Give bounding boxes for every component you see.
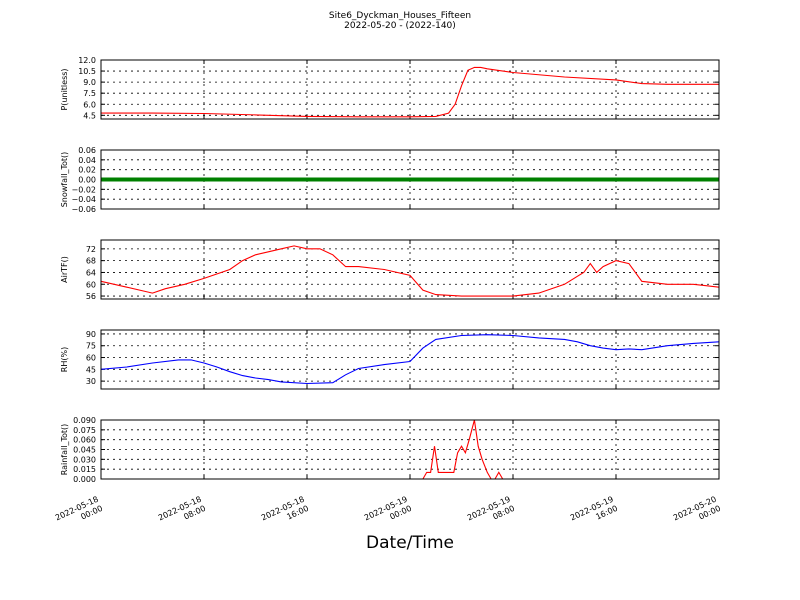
y-tick-label: 0.090 <box>73 416 96 425</box>
y-tick-label: 30 <box>86 377 96 386</box>
y-tick-label: 6.0 <box>83 100 96 109</box>
axes-frame <box>100 239 720 300</box>
y-tick-label: −0.06 <box>71 205 96 214</box>
y-tick-label: 0.06 <box>78 146 96 155</box>
y-axis-label: P(unitless) <box>60 68 69 110</box>
x-tick-label: 2022-05-1908:00 <box>466 495 516 532</box>
y-tick-label: 7.5 <box>83 89 96 98</box>
y-tick-label: 4.5 <box>83 111 96 120</box>
y-axis-label: Rainfall_Tot() <box>60 424 69 476</box>
series-line-0 <box>101 66 719 118</box>
y-tick-label: 0.060 <box>73 436 96 445</box>
y-tick-label: 0.04 <box>78 156 96 165</box>
y-tick-label: 60 <box>86 354 96 363</box>
axes-frame <box>100 329 720 390</box>
y-tick-label: 0.000 <box>73 475 96 484</box>
y-tick-label: 0.030 <box>73 455 96 464</box>
y-tick-label: 9.0 <box>83 78 96 87</box>
y-tick-label: 90 <box>86 330 96 339</box>
y-tick-label: 68 <box>86 257 96 266</box>
axes-frame <box>100 419 720 480</box>
x-tick-label: 2022-05-1816:00 <box>260 495 310 532</box>
y-tick-label: 56 <box>86 292 96 301</box>
x-tick-label: 2022-05-1808:00 <box>157 495 207 532</box>
y-tick-label: 75 <box>86 342 96 351</box>
chart-title: Site6_Dyckman_Houses_Fifteen <box>328 11 472 21</box>
y-tick-label: −0.04 <box>71 195 96 204</box>
x-axis-label: Date/Time <box>366 533 454 553</box>
y-tick-label: 0.015 <box>73 465 96 474</box>
y-axis-label: RH(%) <box>60 347 69 372</box>
y-tick-label: 12.0 <box>78 56 96 65</box>
series-line-3 <box>100 334 720 385</box>
series-line-4 <box>101 419 719 480</box>
y-tick-label: 0.02 <box>78 166 96 175</box>
y-tick-label: 10.5 <box>78 67 96 76</box>
y-tick-label: 0.00 <box>78 176 96 185</box>
y-tick-label: 64 <box>86 268 96 277</box>
x-tick-label: 2022-05-1916:00 <box>569 495 619 532</box>
axes-frame <box>100 59 720 120</box>
series-line-2 <box>100 245 720 297</box>
x-tick-label: 2022-05-1900:00 <box>363 495 413 532</box>
y-axis-label: AirTF() <box>60 256 69 283</box>
chart-subtitle: 2022-05-20 - (2022-140) <box>344 21 456 31</box>
y-tick-label: −0.02 <box>71 185 96 194</box>
y-tick-label: 0.045 <box>73 446 96 455</box>
y-axis-label: Snowfall_Tot() <box>60 152 69 208</box>
y-tick-label: 72 <box>86 245 96 254</box>
y-tick-label: 45 <box>86 365 96 374</box>
y-tick-label: 60 <box>86 280 96 289</box>
y-tick-label: 0.075 <box>73 426 96 435</box>
axes-frame <box>100 149 720 210</box>
x-tick-label: 2022-05-2000:00 <box>672 495 722 532</box>
x-tick-label: 2022-05-1800:00 <box>54 495 104 532</box>
